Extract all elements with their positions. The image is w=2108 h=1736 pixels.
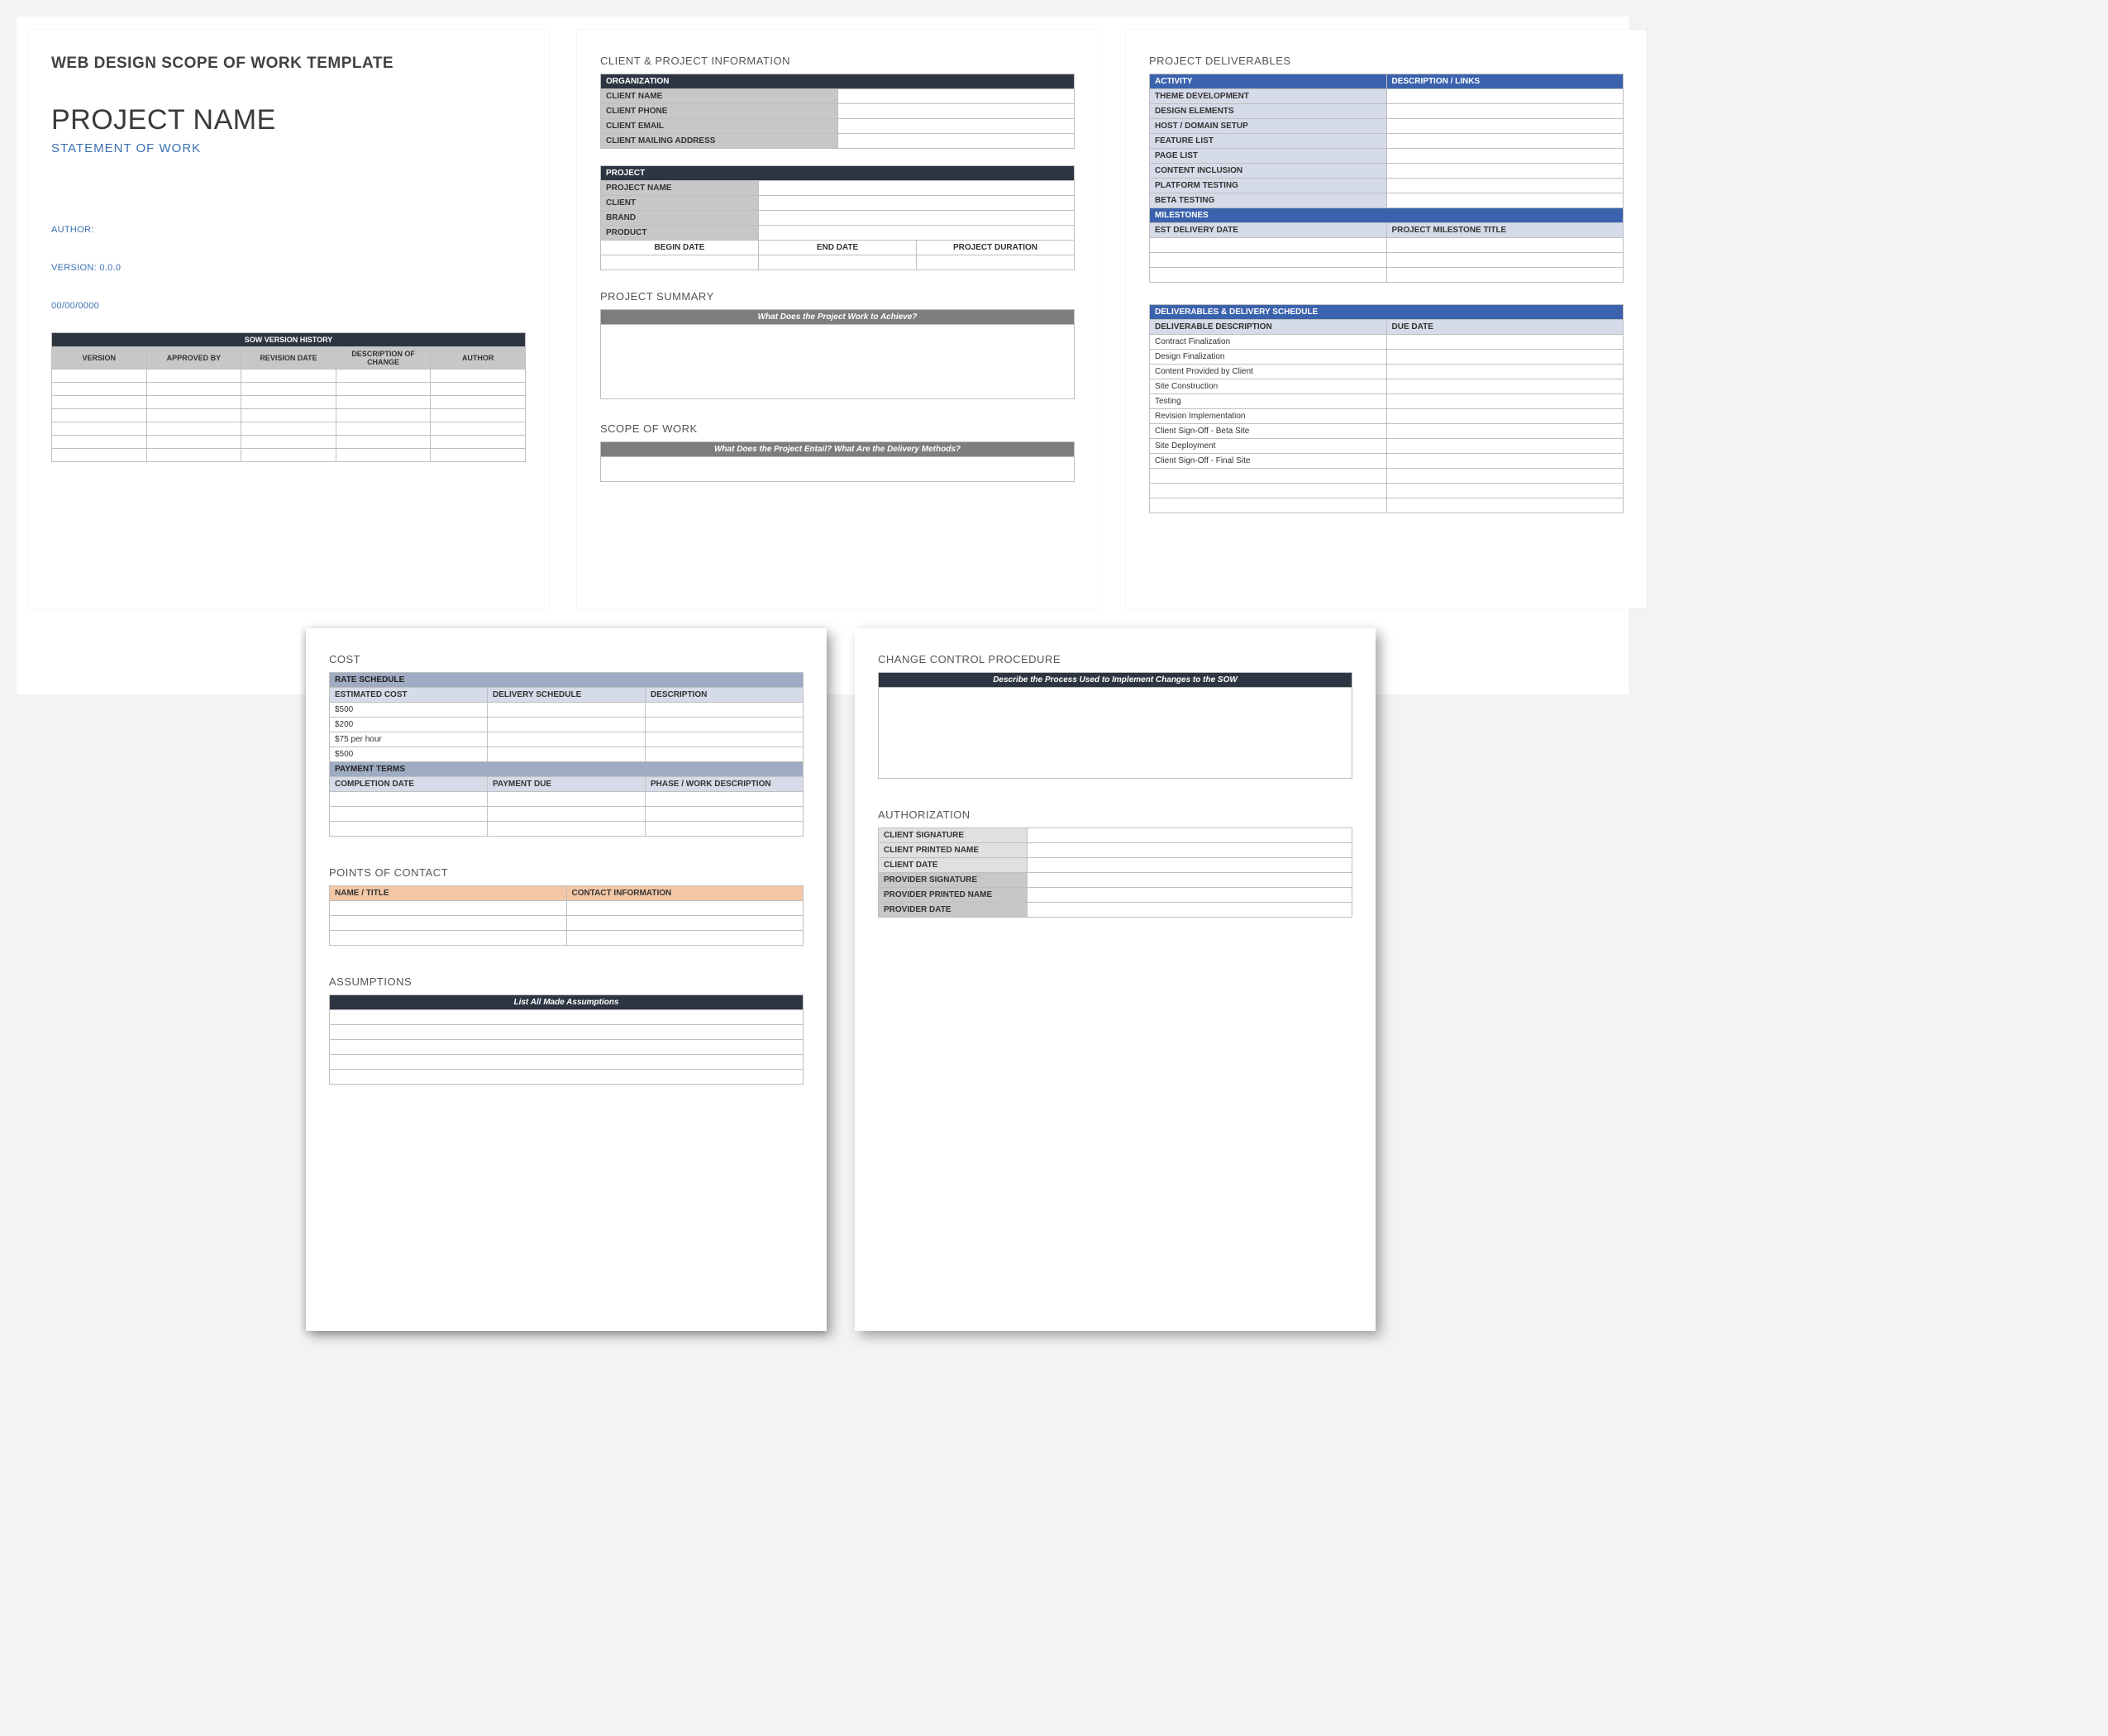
page-1: WEB DESIGN SCOPE OF WORK TEMPLATE PROJEC… xyxy=(28,30,549,608)
summary-title: PROJECT SUMMARY xyxy=(600,290,1075,303)
cost-title: COST xyxy=(329,653,804,665)
assumptions-title: ASSUMPTIONS xyxy=(329,975,804,988)
page-2: CLIENT & PROJECT INFORMATION ORGANIZATIO… xyxy=(577,30,1098,608)
page-3: PROJECT DELIVERABLES ACTIVITYDESCRIPTION… xyxy=(1126,30,1647,608)
scope-title: SCOPE OF WORK xyxy=(600,422,1075,435)
summary-table: What Does the Project Work to Achieve? xyxy=(600,309,1075,399)
page-5: CHANGE CONTROL PROCEDURE Describe the Pr… xyxy=(855,628,1376,1331)
version-history-table: SOW VERSION HISTORY VERSIONAPPROVED BYRE… xyxy=(51,332,526,462)
scope-table: What Does the Project Entail? What Are t… xyxy=(600,441,1075,482)
history-title: SOW VERSION HISTORY xyxy=(52,333,526,347)
scope-prompt: What Does the Project Entail? What Are t… xyxy=(601,442,1075,457)
project-table: PROJECT PROJECT NAMECLIENTBRANDPRODUCT B… xyxy=(600,165,1075,270)
deliverables-title: PROJECT DELIVERABLES xyxy=(1149,55,1624,67)
rate-header: RATE SCHEDULE xyxy=(330,673,804,688)
project-name: PROJECT NAME xyxy=(51,104,526,136)
subtitle: STATEMENT OF WORK xyxy=(51,141,526,155)
assumptions-prompt: List All Made Assumptions xyxy=(330,995,804,1010)
date-label: 00/00/0000 xyxy=(51,301,526,311)
schedule-table: DELIVERABLES & DELIVERY SCHEDULE DELIVER… xyxy=(1149,304,1624,513)
auth-table: CLIENT SIGNATURECLIENT PRINTED NAMECLIEN… xyxy=(878,827,1352,918)
contacts-table: NAME / TITLECONTACT INFORMATION xyxy=(329,885,804,946)
schedule-header: DELIVERABLES & DELIVERY SCHEDULE xyxy=(1150,305,1624,320)
change-prompt: Describe the Process Used to Implement C… xyxy=(879,673,1352,688)
assumptions-table: List All Made Assumptions xyxy=(329,994,804,1085)
rate-table: RATE SCHEDULE ESTIMATED COSTDELIVERY SCH… xyxy=(329,672,804,762)
payment-header: PAYMENT TERMS xyxy=(330,762,804,777)
milestones-header: MILESTONES xyxy=(1150,208,1624,223)
page-4: COST RATE SCHEDULE ESTIMATED COSTDELIVER… xyxy=(306,628,827,1331)
contacts-title: POINTS OF CONTACT xyxy=(329,866,804,879)
change-title: CHANGE CONTROL PROCEDURE xyxy=(878,653,1352,665)
payment-table: PAYMENT TERMS COMPLETION DATEPAYMENT DUE… xyxy=(329,761,804,837)
template-title: WEB DESIGN SCOPE OF WORK TEMPLATE xyxy=(51,55,526,73)
summary-prompt: What Does the Project Work to Achieve? xyxy=(601,310,1075,325)
milestones-table: MILESTONES EST DELIVERY DATEPROJECT MILE… xyxy=(1149,207,1624,283)
deliverables-table: ACTIVITYDESCRIPTION / LINKS THEME DEVELO… xyxy=(1149,74,1624,208)
project-header: PROJECT xyxy=(601,166,1075,181)
client-info-title: CLIENT & PROJECT INFORMATION xyxy=(600,55,1075,67)
org-table: ORGANIZATION CLIENT NAMECLIENT PHONECLIE… xyxy=(600,74,1075,149)
change-table: Describe the Process Used to Implement C… xyxy=(878,672,1352,779)
author-label: AUTHOR: xyxy=(51,225,526,235)
auth-title: AUTHORIZATION xyxy=(878,808,1352,821)
version-label: VERSION: 0.0.0 xyxy=(51,263,526,273)
org-header: ORGANIZATION xyxy=(601,74,1075,89)
